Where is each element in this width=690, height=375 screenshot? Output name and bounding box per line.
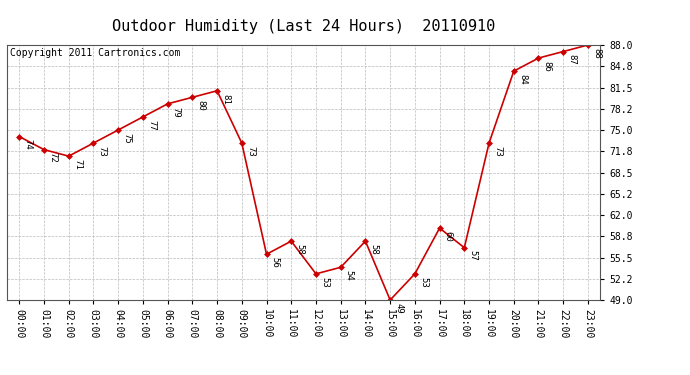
Text: 88: 88	[592, 48, 601, 58]
Text: 77: 77	[147, 120, 156, 130]
Text: Outdoor Humidity (Last 24 Hours)  20110910: Outdoor Humidity (Last 24 Hours) 2011091…	[112, 19, 495, 34]
Text: 79: 79	[172, 106, 181, 117]
Text: 73: 73	[246, 146, 255, 157]
Text: 53: 53	[419, 277, 428, 287]
Text: 80: 80	[197, 100, 206, 111]
Text: 73: 73	[97, 146, 106, 157]
Text: 73: 73	[493, 146, 502, 157]
Text: 49: 49	[394, 303, 403, 313]
Text: 58: 58	[370, 244, 379, 255]
Text: 53: 53	[320, 277, 329, 287]
Text: 60: 60	[444, 231, 453, 242]
Text: 81: 81	[221, 93, 230, 104]
Text: 54: 54	[345, 270, 354, 281]
Text: 72: 72	[48, 152, 57, 163]
Text: 74: 74	[23, 140, 32, 150]
Text: 71: 71	[73, 159, 82, 170]
Text: 84: 84	[518, 74, 527, 85]
Text: 75: 75	[122, 133, 131, 144]
Text: Copyright 2011 Cartronics.com: Copyright 2011 Cartronics.com	[10, 48, 180, 57]
Text: 57: 57	[469, 251, 477, 261]
Text: 86: 86	[542, 61, 551, 72]
Text: 58: 58	[295, 244, 304, 255]
Text: 56: 56	[270, 257, 279, 268]
Text: 87: 87	[567, 54, 576, 65]
